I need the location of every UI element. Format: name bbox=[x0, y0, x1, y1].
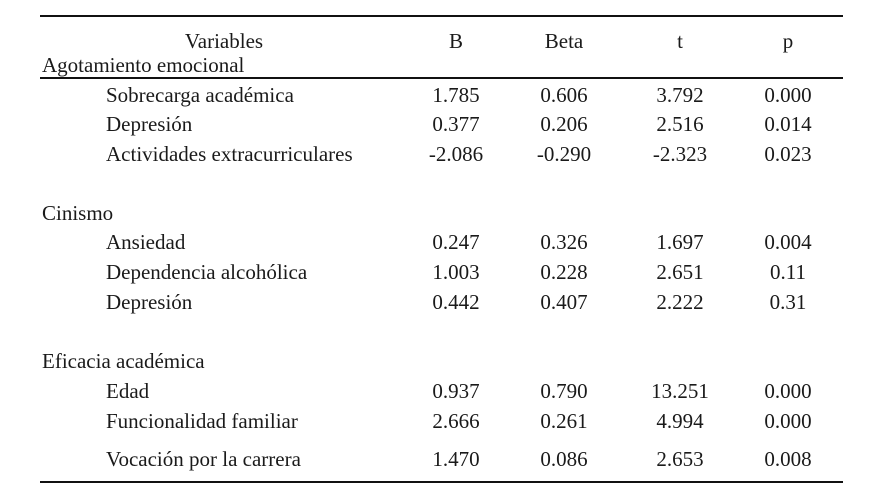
row-p: 0.014 bbox=[764, 112, 812, 136]
group-label-eficacia: Eficacia académica bbox=[42, 349, 205, 373]
row-t: 13.251 bbox=[651, 379, 709, 403]
row-beta: 0.206 bbox=[540, 112, 588, 136]
row-variable: Depresión bbox=[106, 290, 193, 314]
row-beta: 0.086 bbox=[540, 447, 588, 471]
row-beta: 0.228 bbox=[540, 260, 588, 284]
row-b: 0.247 bbox=[432, 230, 480, 254]
row-beta: 0.261 bbox=[540, 409, 588, 433]
row-beta: 0.790 bbox=[540, 379, 588, 403]
header-t: t bbox=[677, 29, 683, 53]
row-variable: Dependencia alcohólica bbox=[106, 260, 308, 284]
row-t: 2.516 bbox=[656, 112, 704, 136]
row-p: 0.000 bbox=[764, 409, 812, 433]
row-p: 0.004 bbox=[764, 230, 812, 254]
header-rule bbox=[40, 77, 843, 79]
row-b: 0.442 bbox=[432, 290, 480, 314]
group-label-agotamiento: Agotamiento emocional bbox=[42, 53, 245, 77]
bottom-rule bbox=[40, 481, 843, 483]
row-variable: Ansiedad bbox=[106, 230, 186, 254]
group-label-cinismo: Cinismo bbox=[42, 201, 114, 225]
row-p: 0.000 bbox=[764, 379, 812, 403]
row-beta: 0.606 bbox=[540, 83, 588, 107]
row-p: 0.008 bbox=[764, 447, 812, 471]
row-variable: Actividades extracurriculares bbox=[106, 142, 353, 166]
row-beta: 0.326 bbox=[540, 230, 588, 254]
row-b: 1.003 bbox=[432, 260, 480, 284]
row-variable: Edad bbox=[106, 379, 150, 403]
row-p: 0.11 bbox=[770, 260, 806, 284]
row-t: -2.323 bbox=[652, 142, 708, 166]
row-t: 2.651 bbox=[656, 260, 704, 284]
row-t: 2.222 bbox=[656, 290, 704, 314]
row-t: 4.994 bbox=[656, 409, 704, 433]
row-b: -2.086 bbox=[428, 142, 484, 166]
header-b: B bbox=[448, 29, 464, 53]
row-variable: Funcionalidad familiar bbox=[106, 409, 298, 433]
row-b: 1.785 bbox=[432, 83, 480, 107]
top-rule bbox=[40, 15, 843, 17]
row-p: 0.023 bbox=[764, 142, 812, 166]
row-variable: Sobrecarga académica bbox=[106, 83, 294, 107]
row-b: 1.470 bbox=[432, 447, 480, 471]
header-beta: Beta bbox=[544, 29, 584, 53]
header-p: p bbox=[782, 29, 794, 53]
row-variable: Vocación por la carrera bbox=[106, 447, 301, 471]
row-t: 2.653 bbox=[656, 447, 704, 471]
row-t: 1.697 bbox=[656, 230, 704, 254]
row-p: 0.31 bbox=[769, 290, 807, 314]
row-p: 0.000 bbox=[764, 83, 812, 107]
row-b: 0.937 bbox=[432, 379, 480, 403]
row-b: 0.377 bbox=[432, 112, 480, 136]
row-variable: Depresión bbox=[106, 112, 193, 136]
row-beta: -0.290 bbox=[536, 142, 592, 166]
row-t: 3.792 bbox=[656, 83, 704, 107]
row-beta: 0.407 bbox=[540, 290, 588, 314]
row-b: 2.666 bbox=[432, 409, 480, 433]
header-variables: Variables bbox=[184, 29, 264, 53]
